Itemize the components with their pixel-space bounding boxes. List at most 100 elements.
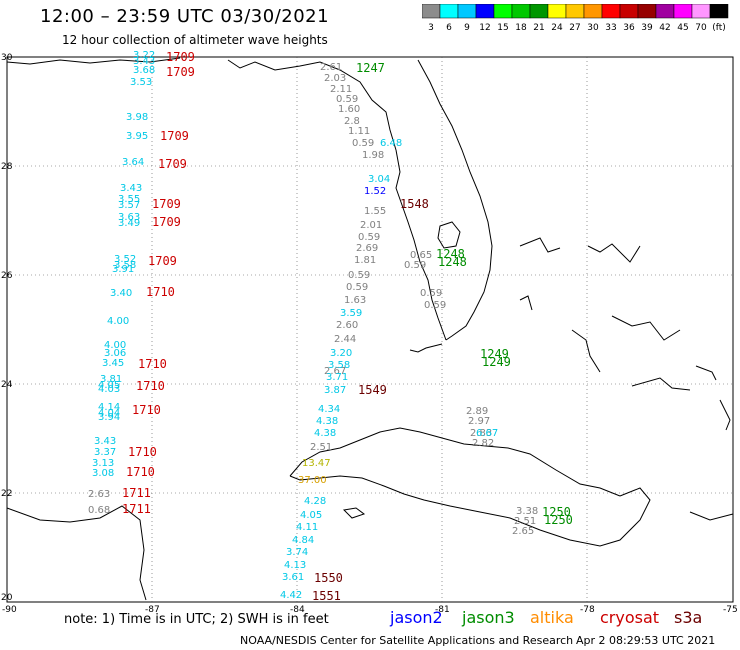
gulf-gray-value: 2.11 <box>330 84 352 95</box>
west-pass-time: 1709 <box>158 157 187 171</box>
scale-label: 18 <box>515 23 527 33</box>
map-subtitle: 12 hour collection of altimeter wave hei… <box>62 33 328 47</box>
svg-text:28: 28 <box>1 162 13 172</box>
west-gray-track: 2.63 0.68 <box>88 489 110 516</box>
pass-time-jason3-a: 1247 <box>356 61 385 75</box>
gulf-gray-value: 1.63 <box>344 295 366 306</box>
gulf-yellow-value-1: 13.47 <box>302 458 331 469</box>
pass-time-s3a-b: 1549 <box>358 383 387 397</box>
pass-time-s3a-c: 1550 <box>314 571 343 585</box>
map-frame <box>6 56 734 603</box>
scale-label: 3 <box>428 23 434 33</box>
straits-gray-value: 2.97 <box>468 416 490 427</box>
gulf-cyan-value: 3.59 <box>340 308 362 319</box>
scale-label: 70 <box>695 23 707 33</box>
west-wave-value: 4.04 <box>98 408 120 419</box>
west-wave-value: 3.45 <box>102 358 124 369</box>
gulf-gray-value: 1.60 <box>338 104 360 115</box>
west-pass-time: 1710 <box>146 285 175 299</box>
west-wave-value: 3.94 <box>98 412 120 423</box>
south-cyan-value: 3.61 <box>282 572 304 583</box>
south-cyan-value: 3.74 <box>286 547 308 558</box>
west-wave-value: 3.52 <box>114 254 136 265</box>
legend-s3a: s3a <box>674 608 703 627</box>
west-wave-value: 3.58 <box>114 260 136 271</box>
south-cyan-value: 4.42 <box>280 590 302 601</box>
west-pass-time: 1711 <box>122 486 151 500</box>
west-wave-value: 4.00 <box>104 340 126 351</box>
svg-text:-81: -81 <box>435 605 450 615</box>
gulf-cyan-value: 4.38 <box>314 428 336 439</box>
west-wave-value: 3.53 <box>130 77 152 88</box>
scale-label: 6 <box>446 23 452 33</box>
scale-label: 9 <box>464 23 470 33</box>
straits-gray-value: 0.59 <box>420 288 442 299</box>
gulf-misc-values: 1.52 13.47 37.00 <box>298 186 386 486</box>
gulf-cyan-value: 4.34 <box>318 404 340 415</box>
south-cyan-value: 4.05 <box>300 510 322 521</box>
west-wave-value: 3.49 <box>118 218 140 229</box>
footer-timestamp: Apr 2 08:29:53 UTC 2021 <box>576 634 716 647</box>
gulf-gray-value: 2.69 <box>356 243 378 254</box>
west-pass-time: 1709 <box>166 50 195 64</box>
gulf-gray-value: 2.03 <box>324 73 346 84</box>
scale-label: 15 <box>497 23 508 33</box>
west-wave-value: 3.57 <box>118 200 140 211</box>
svg-text:-78: -78 <box>580 605 595 615</box>
gulf-cyan-track: 6.483.043.593.203.583.713.874.344.384.38 <box>314 138 402 439</box>
legend-jason2: jason2 <box>390 608 443 627</box>
west-pass-time: 1709 <box>160 129 189 143</box>
gulf-gray-value: 2.8 <box>344 116 360 127</box>
scale-label: 24 <box>551 23 563 33</box>
gulf-gray-value: 2.67 <box>324 366 346 377</box>
legend-cryosat: cryosat <box>600 608 660 627</box>
scale-label: 39 <box>641 23 653 33</box>
west-wave-value: 3.63 <box>118 212 140 223</box>
west-wave-value: 4.03 <box>98 384 120 395</box>
pass-time-jason3-b2: 1248 <box>438 255 467 269</box>
straits-gray-value: 2.82 <box>472 438 494 449</box>
scale-label: 21 <box>533 23 544 33</box>
map-title: 12:00 – 23:59 UTC 03/30/2021 <box>40 6 330 27</box>
west-wave-value: 3.08 <box>92 468 114 479</box>
west-wave-value: 3.43 <box>120 183 142 194</box>
scale-label: 30 <box>587 23 599 33</box>
west-wave-value: 3.81 <box>100 374 122 385</box>
west-wave-value: 3.64 <box>122 157 144 168</box>
svg-text:24: 24 <box>1 380 13 390</box>
pass-time-jason3-c: 1249 <box>480 347 509 361</box>
svg-text:30: 30 <box>1 53 13 63</box>
gulf-gray-value: 0.59 <box>348 270 370 281</box>
west-pass-time: 1709 <box>148 254 177 268</box>
west-wave-value: 3.43 <box>133 56 155 67</box>
west-wave-value: 3.95 <box>126 131 148 142</box>
west-pass-time: 1710 <box>132 403 161 417</box>
straits-gray-value: 0.59 <box>424 300 446 311</box>
footer-credit: NOAA/NESDIS Center for Satellite Applica… <box>240 634 574 647</box>
scale-label: 12 <box>479 23 490 33</box>
gulf-gray-value: 2.61 <box>320 62 342 73</box>
gulf-gray-value: 0.59 <box>346 282 368 293</box>
scale-label: (ft) <box>712 23 726 33</box>
carib-gray-value: 2.51 <box>514 516 536 527</box>
svg-text:-75: -75 <box>723 605 738 615</box>
south-cyan-value: 4.13 <box>284 560 306 571</box>
svg-text:22: 22 <box>1 489 12 499</box>
west-wave-value: 4.00 <box>107 316 129 327</box>
west-wave-value: 3.13 <box>92 458 114 469</box>
gulf-gray-value: 2.60 <box>336 320 358 331</box>
west-pass-time: 1709 <box>166 65 195 79</box>
west-pass-time: 1710 <box>136 379 165 393</box>
west-pass-time: 1709 <box>152 215 181 229</box>
west-pass-time: 1710 <box>126 465 155 479</box>
west-wave-value: 3.37 <box>94 447 116 458</box>
west-wave-value: 3.06 <box>104 348 126 359</box>
pass-time-jason3-c2: 1249 <box>482 355 511 369</box>
west-gray-value: 0.68 <box>88 505 110 516</box>
pass-time-s3a-a: 1548 <box>400 197 429 211</box>
svg-text:-84: -84 <box>290 605 305 615</box>
carib-gray-value: 3.38 <box>516 506 538 517</box>
svg-text:-87: -87 <box>145 605 160 615</box>
straits-gray-value: 0.59 <box>404 260 426 271</box>
axis-lon-labels: -90 -87 -84 -81 -78 -75 <box>2 605 738 615</box>
